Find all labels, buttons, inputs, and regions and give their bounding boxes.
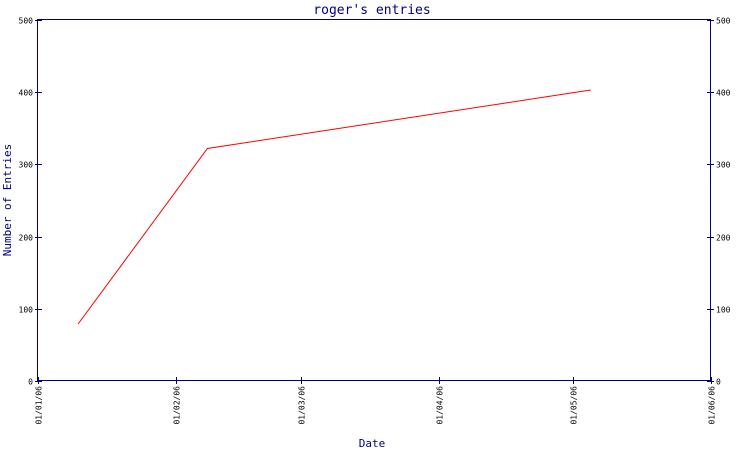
y-tick-label-right: 200 — [716, 234, 731, 243]
x-axis: 01/01/06 01/02/06 01/03/06 01/04/06 01/05/06… — [35, 377, 717, 425]
plot-area-frame — [37, 19, 711, 381]
series-line — [77, 89, 591, 325]
y-tick-label-left: 200 — [19, 234, 34, 243]
y-tick-label-right: 400 — [716, 89, 731, 98]
series-group — [77, 89, 591, 325]
x-tick-label: 01/05/06 — [570, 386, 579, 425]
y-tick-label-right: 0 — [716, 378, 721, 387]
x-tick-label: 01/04/06 — [436, 386, 445, 425]
y-tick-label-left: 0 — [28, 378, 33, 387]
y-tick-label-left: 500 — [19, 17, 34, 26]
y-axis-left: 0 100 200 300 400 500 — [19, 17, 42, 387]
y-tick-label-left: 400 — [19, 89, 34, 98]
y-tick-label-left: 100 — [19, 306, 34, 315]
x-axis-label: Date — [359, 437, 386, 450]
chart-title: roger's entries — [313, 3, 430, 18]
x-tick-label: 01/03/06 — [298, 386, 307, 425]
y-axis-right: 0 100 200 300 400 500 — [707, 17, 731, 387]
y-tick-label-left: 300 — [19, 161, 34, 170]
x-tick-label: 01/06/06 — [708, 386, 717, 425]
x-tick-label: 01/01/06 — [35, 386, 44, 425]
y-axis-label: Number of Entries — [1, 144, 14, 257]
y-tick-label-right: 300 — [716, 161, 731, 170]
x-tick-label: 01/02/06 — [173, 386, 182, 425]
y-tick-label-right: 500 — [716, 17, 731, 26]
y-tick-label-right: 100 — [716, 306, 731, 315]
